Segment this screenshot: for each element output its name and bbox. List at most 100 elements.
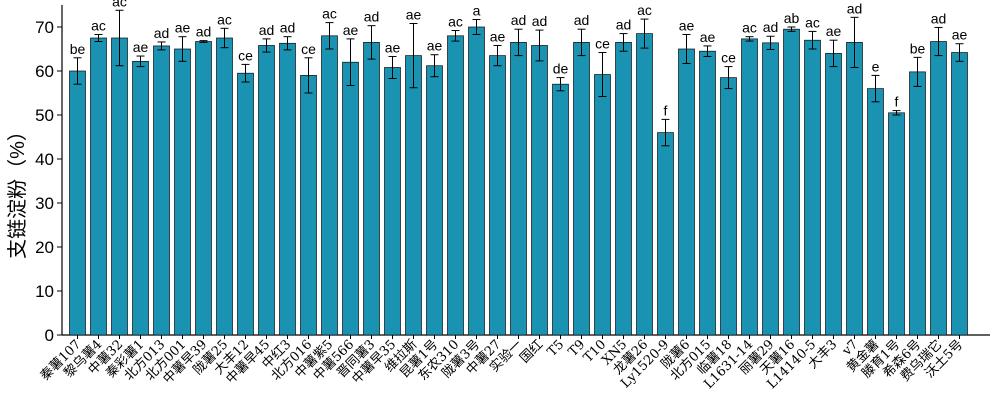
- significance-label: ac: [448, 14, 463, 30]
- error-bar: [682, 33, 691, 65]
- y-tick-label: 50: [35, 106, 54, 125]
- significance-label: ad: [532, 13, 548, 29]
- significance-label: ae: [175, 20, 191, 36]
- error-bar: [73, 57, 82, 85]
- significance-label: ae: [427, 38, 443, 54]
- bar: [510, 42, 527, 336]
- y-tick-label: 40: [35, 150, 54, 169]
- significance-label: ad: [574, 12, 590, 28]
- bar: [300, 75, 317, 336]
- error-bar: [703, 45, 712, 57]
- significance-label: be: [70, 41, 86, 57]
- bar: [216, 37, 233, 336]
- bar: [132, 60, 149, 336]
- bar: [615, 42, 632, 336]
- error-bar: [577, 28, 586, 57]
- bar: [237, 72, 254, 336]
- error-bar: [115, 9, 124, 67]
- error-bar: [388, 55, 397, 79]
- significance-label: ac: [742, 20, 757, 36]
- bar: [69, 70, 86, 336]
- bar: [909, 71, 926, 336]
- error-bar: [430, 54, 439, 78]
- significance-label: ac: [805, 14, 820, 30]
- error-bar: [94, 33, 103, 43]
- error-bar: [535, 29, 544, 62]
- error-bar: [199, 40, 208, 43]
- significance-label: ad: [259, 22, 275, 38]
- error-bar: [451, 30, 460, 42]
- significance-label: ae: [343, 22, 359, 38]
- y-axis-label: 支链淀粉（%）: [6, 121, 29, 259]
- significance-label: ad: [154, 25, 170, 41]
- bar: [447, 35, 464, 336]
- error-bar: [220, 27, 229, 49]
- error-bar: [766, 35, 775, 50]
- bar: [195, 41, 212, 336]
- y-tick-label: 30: [35, 194, 54, 213]
- significance-label: be: [910, 40, 926, 56]
- significance-label: ac: [637, 2, 652, 18]
- significance-label: ae: [406, 6, 422, 22]
- error-bar: [892, 110, 901, 116]
- significance-label: ce: [301, 41, 316, 57]
- error-bar: [304, 57, 313, 94]
- significance-label: ac: [322, 6, 337, 22]
- bars: [69, 26, 968, 336]
- error-bar: [661, 118, 670, 147]
- bar: [951, 52, 968, 336]
- error-bar: [409, 22, 418, 89]
- bar: [363, 42, 380, 336]
- bar: [258, 45, 275, 336]
- significance-label: ac: [91, 17, 106, 33]
- significance-label: ac: [112, 0, 127, 9]
- error-bar: [325, 22, 334, 50]
- bar: [342, 61, 359, 336]
- error-bar: [619, 33, 628, 52]
- error-bar: [829, 39, 838, 68]
- significance-label: ae: [490, 28, 506, 44]
- error-bar: [724, 66, 733, 90]
- bar: [657, 132, 674, 336]
- bar: [783, 28, 800, 336]
- error-bar: [955, 43, 964, 62]
- y-tick-label: 10: [35, 282, 54, 301]
- error-bar: [262, 38, 271, 53]
- bar: [489, 55, 506, 336]
- significance-label: ab: [784, 10, 800, 26]
- bar: [531, 45, 548, 336]
- significance-label: f: [664, 102, 668, 118]
- significance-label: de: [553, 61, 569, 77]
- error-bar: [178, 36, 187, 62]
- bar: [741, 38, 758, 336]
- error-bar: [157, 41, 166, 51]
- error-bar: [934, 26, 943, 57]
- bar: [720, 77, 737, 336]
- significance-label: ad: [616, 17, 632, 33]
- bar: [552, 83, 569, 336]
- bar: [636, 33, 653, 336]
- error-bar: [787, 26, 796, 32]
- bar: [867, 88, 884, 336]
- significance-label: ce: [238, 47, 253, 63]
- error-bar: [241, 63, 250, 83]
- error-bar: [556, 77, 565, 92]
- bar: [384, 67, 401, 336]
- bar: [111, 37, 128, 336]
- bar: [468, 26, 485, 336]
- error-bar: [367, 25, 376, 60]
- bar: [804, 39, 821, 336]
- significance-label: ae: [826, 23, 842, 39]
- error-bar: [640, 18, 649, 49]
- y-tick-label: 0: [45, 326, 54, 345]
- error-bar: [136, 55, 145, 68]
- bar: [279, 42, 296, 336]
- bar: [762, 42, 779, 336]
- bar: [678, 48, 695, 336]
- x-axis-labels: 秦薯107黎乌薯4中薯32秦彩薯1北方013北方001中薯早39陇薯25大丰12…: [38, 337, 967, 393]
- significance-label: ae: [133, 39, 149, 55]
- bar: [594, 74, 611, 336]
- error-bar: [346, 38, 355, 87]
- significance-label: ac: [217, 11, 232, 27]
